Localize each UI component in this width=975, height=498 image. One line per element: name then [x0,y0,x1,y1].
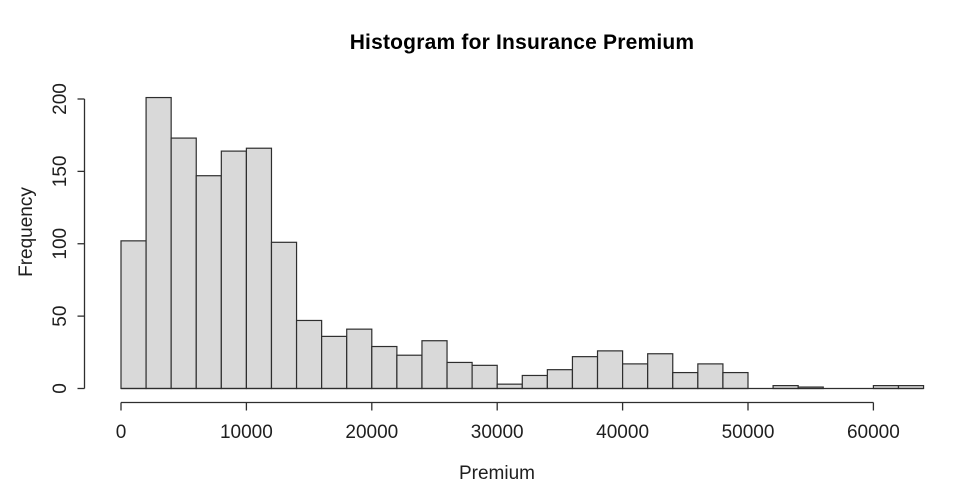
histogram-bar [521,374,548,390]
histogram-bar [371,345,398,390]
x-axis-label: Premium [458,463,536,484]
y-tick-label: 50 [50,306,71,327]
x-tick-label: 0 [116,422,127,443]
histogram-bar [496,383,523,390]
histogram-bar [571,356,599,390]
chart-title: Histogram for Insurance Premium [349,31,695,54]
histogram-bar [195,175,222,390]
histogram-bar [170,137,197,390]
histogram-bar [621,363,649,390]
y-tick-label: 150 [50,156,71,188]
histogram-bar [120,240,147,390]
x-tick-label: 30000 [471,422,524,443]
histogram-bar [647,353,674,390]
x-tick-label: 50000 [722,422,775,443]
x-tick-label: 40000 [596,422,649,443]
histogram-bar [346,328,373,390]
x-tick-label: 20000 [345,422,398,443]
histogram-bar [270,241,298,390]
histogram-bar [245,147,273,390]
histogram-bar [672,371,699,390]
histogram-bar [321,335,348,390]
x-tick-label: 60000 [847,422,900,443]
y-tick-label: 100 [50,228,71,260]
histogram-bar [421,340,448,390]
histogram-bar [145,96,172,390]
histogram-bar [722,371,749,390]
histogram-bar [546,369,574,390]
histogram-bar [295,319,323,390]
y-axis-label: Frequency [16,187,37,277]
histogram-bar [220,150,248,390]
histogram-bar [471,364,498,390]
histogram-bar [596,350,624,390]
y-tick-label: 200 [50,83,71,115]
histogram-bar [396,354,423,390]
histogram-bar [697,363,724,390]
y-tick-label: 0 [50,383,71,394]
x-tick-label: 10000 [220,422,273,443]
histogram-bar [446,361,473,390]
